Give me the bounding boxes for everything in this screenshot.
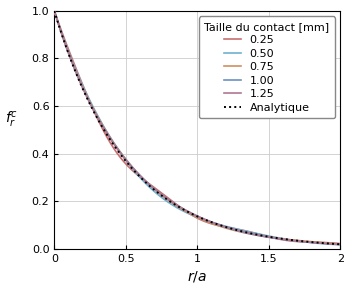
0.25 — [190, 213, 194, 217]
0.25 — [207, 221, 211, 225]
Analytique — [190, 212, 194, 216]
Line: 0.25: 0.25 — [54, 11, 340, 244]
0.25 — [338, 242, 343, 245]
0.25 — [52, 9, 57, 13]
0.75 — [207, 221, 211, 224]
0.25 — [188, 212, 192, 216]
0.50 — [223, 224, 227, 228]
Analytique — [331, 242, 336, 246]
1.25 — [287, 238, 291, 242]
0.50 — [338, 243, 343, 246]
1.00 — [52, 9, 57, 13]
Line: 1.00: 1.00 — [54, 11, 340, 244]
Analytique — [207, 220, 211, 223]
Legend: 0.25, 0.50, 0.75, 1.00, 1.25, Analytique: 0.25, 0.50, 0.75, 1.00, 1.25, Analytique — [199, 17, 335, 118]
Analytique — [223, 225, 227, 228]
0.75 — [52, 9, 57, 13]
0.50 — [287, 238, 291, 241]
0.75 — [188, 212, 192, 216]
0.25 — [287, 239, 291, 242]
0.50 — [207, 220, 211, 223]
0.75 — [287, 238, 291, 241]
0.25 — [331, 241, 336, 245]
1.25 — [188, 211, 192, 214]
1.00 — [331, 242, 336, 246]
1.25 — [338, 243, 343, 246]
1.25 — [207, 219, 211, 223]
0.25 — [223, 225, 227, 228]
X-axis label: $r/a$: $r/a$ — [187, 269, 207, 284]
1.00 — [188, 211, 192, 214]
1.00 — [338, 243, 343, 246]
Line: Analytique: Analytique — [54, 11, 340, 244]
0.50 — [190, 213, 194, 217]
Analytique — [287, 238, 291, 242]
1.00 — [207, 220, 211, 223]
1.00 — [287, 238, 291, 242]
0.50 — [52, 9, 57, 13]
1.25 — [190, 212, 194, 215]
0.75 — [190, 213, 194, 217]
Line: 0.75: 0.75 — [54, 11, 340, 244]
1.25 — [331, 242, 336, 246]
0.75 — [331, 242, 336, 245]
Line: 1.25: 1.25 — [54, 11, 340, 244]
Line: 0.50: 0.50 — [54, 11, 340, 245]
Analytique — [338, 242, 343, 246]
0.50 — [188, 213, 192, 216]
0.75 — [223, 226, 227, 230]
Y-axis label: $f_r^c$: $f_r^c$ — [5, 110, 18, 130]
1.25 — [223, 225, 227, 228]
Analytique — [188, 211, 192, 215]
0.75 — [338, 242, 343, 246]
1.00 — [190, 212, 194, 215]
1.25 — [52, 9, 57, 13]
Analytique — [52, 9, 57, 13]
0.50 — [331, 243, 336, 246]
1.00 — [223, 225, 227, 229]
